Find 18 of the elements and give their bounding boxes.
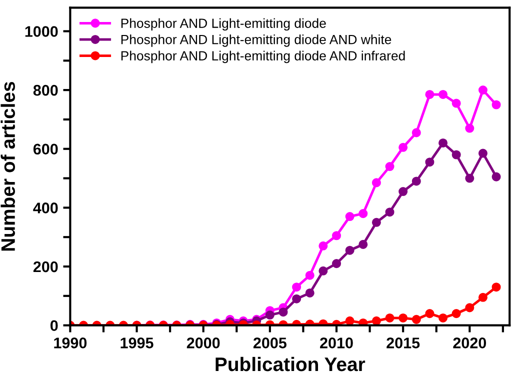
legend-label: Phosphor AND Light-emitting diode AND white: [121, 34, 392, 47]
legend-label: Phosphor AND Light-emitting diode AND infrared: [121, 50, 405, 64]
x-tick-label: 1990: [54, 338, 87, 348]
y-axis-title: Number of articles: [0, 82, 16, 251]
x-tick-label: 2020: [453, 338, 486, 348]
x-axis-title: Publication Year: [216, 356, 366, 372]
x-tick-label: 2010: [320, 338, 353, 348]
y-tick-label: 200: [33, 261, 58, 272]
legend-label: Phosphor AND Light-emitting diode: [121, 18, 326, 31]
y-tick-label: 1000: [25, 26, 58, 37]
x-tick-label: 2015: [386, 338, 420, 348]
y-tick-label: 800: [33, 84, 58, 96]
x-tick-label: 2000: [186, 338, 220, 348]
x-tick-label: 1995: [120, 338, 154, 348]
y-tick-label: 0: [50, 320, 58, 332]
y-tick-label: 400: [33, 202, 58, 214]
x-tick-label: 2005: [253, 338, 286, 348]
y-tick-label: 600: [33, 144, 58, 155]
